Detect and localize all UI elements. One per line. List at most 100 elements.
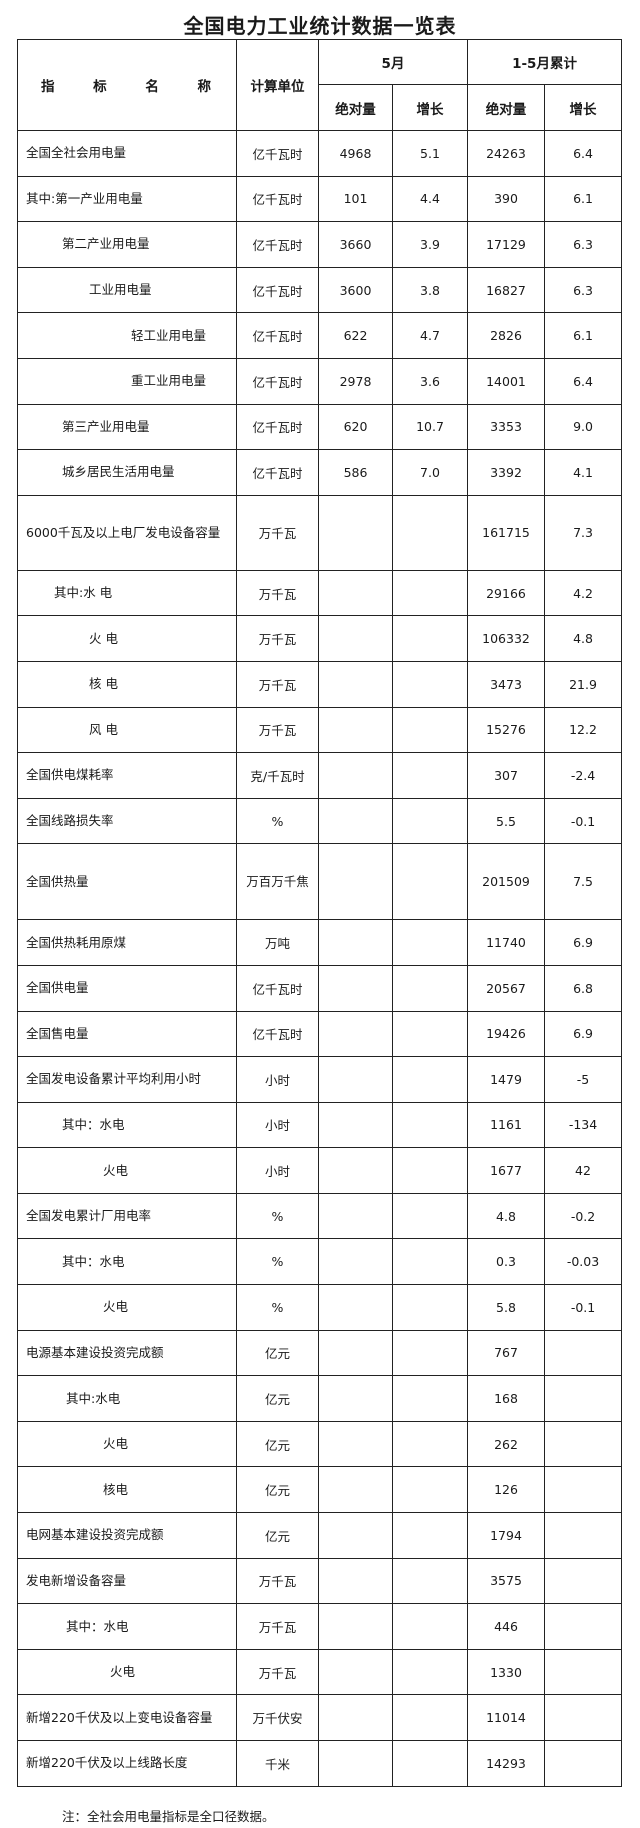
table-row: 其中:第一产业用电量 亿千瓦时 101 4.4 390 6.1 <box>17 175 623 223</box>
cell-m-abs <box>318 1740 393 1787</box>
cell-m-abs: 4968 <box>318 130 393 177</box>
cell-c-growth: 6.3 <box>543 221 623 268</box>
cell-m-abs <box>318 843 393 921</box>
indicator-name: 新增220千伏及以上线路长度 <box>17 1740 237 1787</box>
cell-m-abs: 622 <box>318 312 393 359</box>
cell-m-abs <box>318 1648 393 1696</box>
cell-c-growth <box>543 1329 623 1377</box>
cell-unit: 万吨 <box>236 919 319 966</box>
cell-m-growth <box>392 1284 468 1331</box>
cell-c-abs: 29166 <box>467 569 545 617</box>
cell-c-abs: 168 <box>467 1375 545 1422</box>
cell-c-abs: 1677 <box>467 1147 545 1194</box>
cell-unit: 亿元 <box>236 1375 319 1422</box>
table-row: 重工业用电量 亿千瓦时 2978 3.6 14001 6.4 <box>17 357 623 405</box>
cell-unit: 亿千瓦时 <box>236 1010 319 1058</box>
indicator-name: 火电 <box>17 1420 237 1468</box>
cell-m-abs <box>318 494 393 571</box>
cell-c-abs: 3575 <box>467 1557 545 1605</box>
cell-unit: 万千瓦 <box>236 494 319 571</box>
cell-c-abs: 20567 <box>467 964 545 1012</box>
cell-m-growth: 10.7 <box>392 403 468 451</box>
indicator-name: 火电 <box>17 1147 237 1194</box>
table-row: 核电 亿元 126 <box>17 1466 623 1514</box>
cell-c-abs: 390 <box>467 175 545 223</box>
cell-c-growth: 9.0 <box>543 403 623 451</box>
table-row: 新增220千伏及以上变电设备容量 万千伏安 11014 <box>17 1694 623 1741</box>
indicator-name: 发电新增设备容量 <box>17 1557 237 1605</box>
cell-m-growth <box>392 615 468 662</box>
cell-c-growth: 6.1 <box>543 175 623 223</box>
table-row: 其中:水电 亿元 168 <box>17 1375 623 1422</box>
cell-m-growth <box>392 1192 468 1240</box>
table-row: 全国供热量 万百万千焦 201509 7.5 <box>17 843 623 921</box>
header-month: 5月 <box>318 39 468 85</box>
cell-m-growth: 3.8 <box>392 266 468 314</box>
cell-unit: 亿千瓦时 <box>236 312 319 359</box>
cell-unit: 小时 <box>236 1101 319 1149</box>
table-row: 全国供电煤耗率 克/千瓦时 307 -2.4 <box>17 752 623 799</box>
indicator-name: 其中：水电 <box>17 1101 237 1149</box>
cell-m-growth <box>392 1557 468 1605</box>
indicator-name: 风 电 <box>17 706 237 754</box>
table-row: 火电 小时 1677 42 <box>17 1147 623 1194</box>
cell-unit: 亿元 <box>236 1420 319 1468</box>
table-row: 第三产业用电量 亿千瓦时 620 10.7 3353 9.0 <box>17 403 623 451</box>
cell-unit: 亿千瓦时 <box>236 175 319 223</box>
cell-c-abs: 3353 <box>467 403 545 451</box>
cell-c-abs: 262 <box>467 1420 545 1468</box>
table-row: 6000千瓦及以上电厂发电设备容量 万千瓦 161715 7.3 <box>17 494 623 571</box>
cell-c-growth: -0.1 <box>543 1284 623 1331</box>
cell-c-abs: 126 <box>467 1466 545 1514</box>
cell-m-growth <box>392 1238 468 1286</box>
cell-c-abs: 1330 <box>467 1648 545 1696</box>
header-unit: 计算单位 <box>236 39 319 131</box>
cell-c-growth: 6.3 <box>543 266 623 314</box>
statistics-table: 指 标 名 称 计算单位 5月 1-5月累计 绝对量 增长 绝对量 增长 全国全… <box>17 39 623 1787</box>
cell-unit: 亿千瓦时 <box>236 403 319 451</box>
cell-m-growth <box>392 1329 468 1377</box>
cell-m-abs <box>318 706 393 754</box>
cell-c-growth: 21.9 <box>543 660 623 708</box>
table-row: 其中：水电 万千瓦 446 <box>17 1603 623 1650</box>
indicator-name: 核电 <box>17 1466 237 1514</box>
header-cumulative-absolute: 绝对量 <box>467 84 545 131</box>
cell-m-growth: 3.9 <box>392 221 468 268</box>
cell-c-abs: 16827 <box>467 266 545 314</box>
table-row: 全国全社会用电量 亿千瓦时 4968 5.1 24263 6.4 <box>17 130 623 177</box>
cell-m-growth <box>392 1694 468 1741</box>
cell-m-growth <box>392 1056 468 1103</box>
cell-m-abs: 2978 <box>318 357 393 405</box>
cell-m-abs <box>318 615 393 662</box>
cell-c-growth: 6.1 <box>543 312 623 359</box>
cell-c-growth: 6.9 <box>543 919 623 966</box>
indicator-name: 全国供电量 <box>17 964 237 1012</box>
cell-m-abs: 101 <box>318 175 393 223</box>
cell-c-growth: -0.03 <box>543 1238 623 1286</box>
indicator-name: 全国发电设备累计平均利用小时 <box>17 1056 237 1103</box>
cell-c-growth: -2.4 <box>543 752 623 799</box>
cell-m-abs <box>318 1101 393 1149</box>
cell-unit: 亿千瓦时 <box>236 130 319 177</box>
cell-m-abs <box>318 964 393 1012</box>
cell-m-abs <box>318 1420 393 1468</box>
cell-c-abs: 307 <box>467 752 545 799</box>
cell-m-growth <box>392 1375 468 1422</box>
table-row: 城乡居民生活用电量 亿千瓦时 586 7.0 3392 4.1 <box>17 449 623 496</box>
cell-c-abs: 11740 <box>467 919 545 966</box>
indicator-name: 全国供热耗用原煤 <box>17 919 237 966</box>
cell-c-growth: -0.1 <box>543 797 623 845</box>
table-row: 其中：水电% 0.3 -0.03 <box>17 1238 623 1286</box>
cell-unit: 小时 <box>236 1056 319 1103</box>
cell-c-growth: 6.9 <box>543 1010 623 1058</box>
cell-unit: 亿千瓦时 <box>236 266 319 314</box>
indicator-name: 其中:水 电 <box>17 569 237 617</box>
cell-c-abs: 161715 <box>467 494 545 571</box>
indicator-name: 6000千瓦及以上电厂发电设备容量 <box>17 494 237 571</box>
cell-c-growth: 12.2 <box>543 706 623 754</box>
indicator-name: 第三产业用电量 <box>17 403 237 451</box>
cell-m-abs: 586 <box>318 449 393 496</box>
table-row: 全国供热耗用原煤 万吨 11740 6.9 <box>17 919 623 966</box>
indicator-name: 其中:水电 <box>17 1375 237 1422</box>
cell-c-growth: -5 <box>543 1056 623 1103</box>
